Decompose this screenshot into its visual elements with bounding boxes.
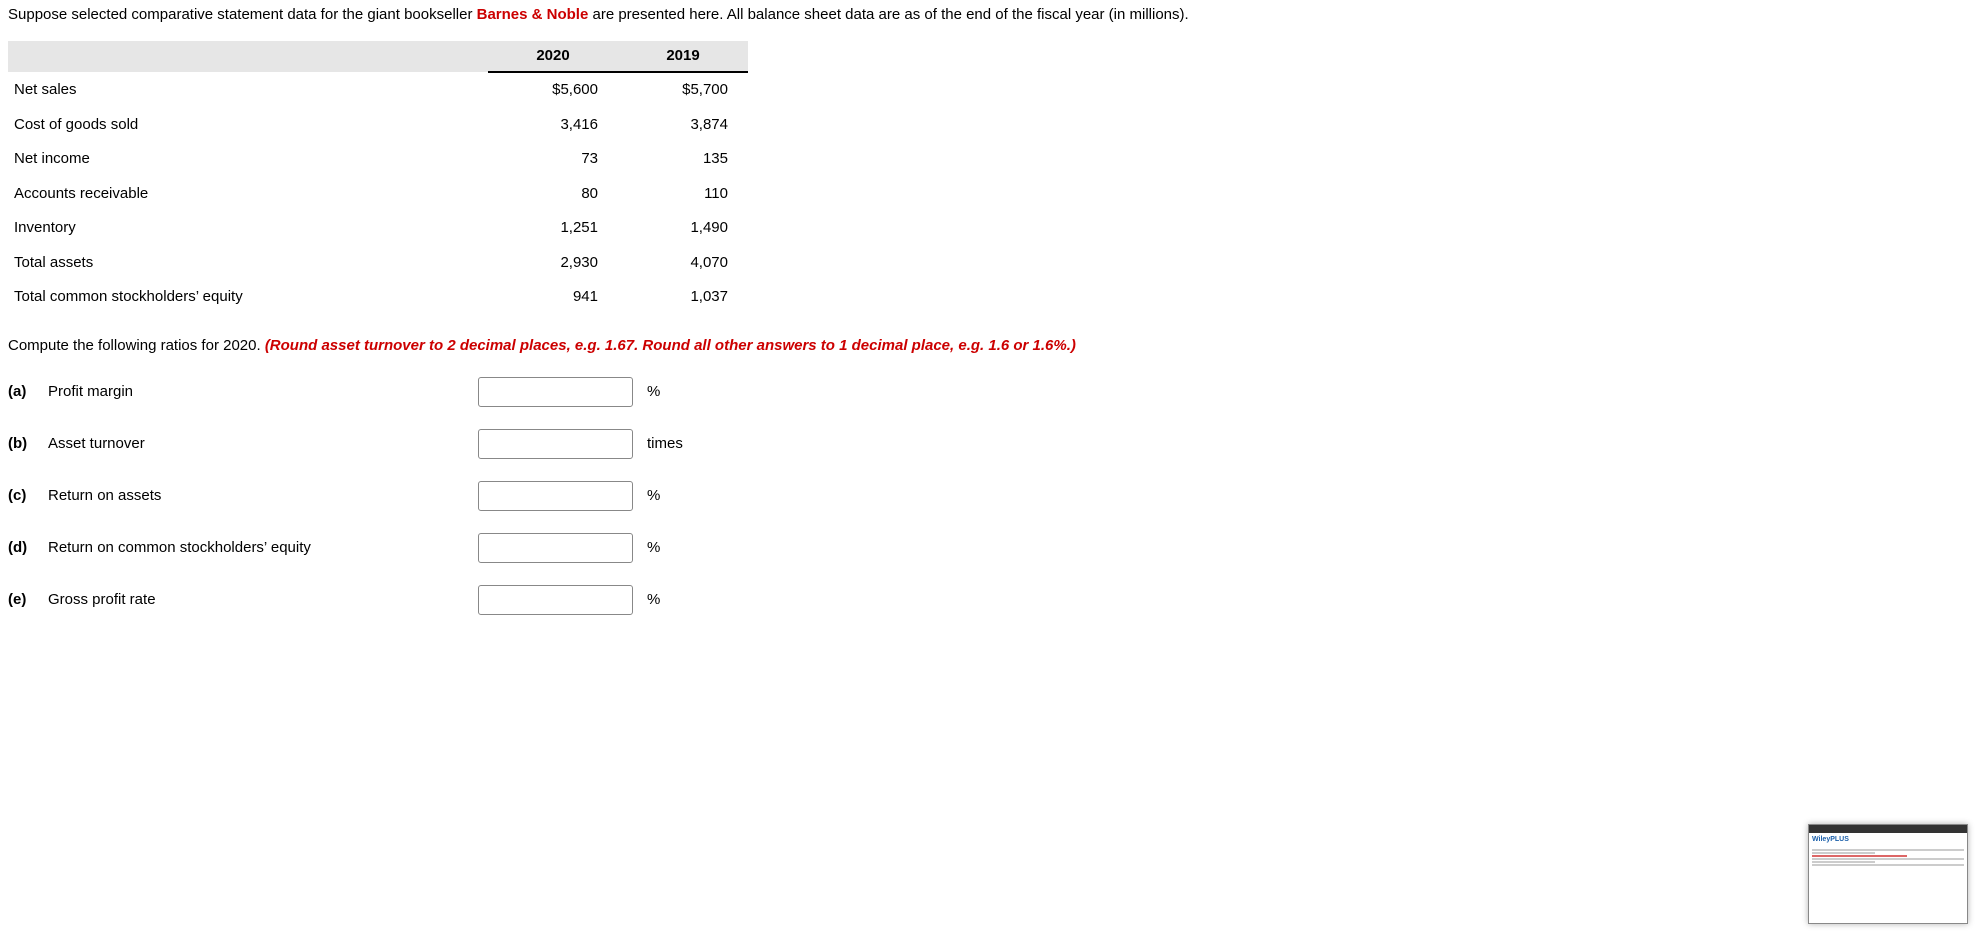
table-row: Net income 73 135 (8, 142, 748, 177)
ratio-label: Return on common stockholders’ equity (48, 537, 478, 560)
table-row: Accounts receivable 80 110 (8, 177, 748, 212)
table-row: Total common stockholders’ equity 941 1,… (8, 280, 748, 315)
ratio-letter-a: (a) (8, 381, 48, 404)
row-val-y2: $5,700 (618, 72, 748, 108)
profit-margin-input[interactable] (478, 377, 633, 407)
asset-turnover-input[interactable] (478, 429, 633, 459)
row-label: Accounts receivable (8, 177, 488, 212)
return-on-equity-input[interactable] (478, 533, 633, 563)
return-on-assets-input[interactable] (478, 481, 633, 511)
row-label: Cost of goods sold (8, 108, 488, 143)
table-header-year1: 2020 (488, 41, 618, 73)
preview-thumbnail[interactable]: WileyPLUS (1808, 824, 1968, 924)
thumbnail-title: WileyPLUS (1809, 833, 1967, 848)
intro-pretext: Suppose selected comparative statement d… (8, 6, 477, 23)
ratio-letter-d: (d) (8, 537, 48, 560)
ratio-unit: % (647, 589, 660, 612)
brand-name: Barnes & Noble (477, 6, 589, 23)
ratio-letter-c: (c) (8, 485, 48, 508)
ratios-form: (a) Profit margin % (b) Asset turnover t… (8, 377, 1970, 615)
row-label: Total common stockholders’ equity (8, 280, 488, 315)
row-label: Net sales (8, 72, 488, 108)
financial-data-table: 2020 2019 Net sales $5,600 $5,700 Cost o… (8, 41, 748, 315)
ratio-unit: % (647, 485, 660, 508)
ratio-unit: % (647, 381, 660, 404)
row-label: Inventory (8, 211, 488, 246)
row-val-y1: 1,251 (488, 211, 618, 246)
ratio-row: (d) Return on common stockholders’ equit… (8, 533, 1970, 563)
row-val-y2: 3,874 (618, 108, 748, 143)
ratio-row: (c) Return on assets % (8, 481, 1970, 511)
row-val-y2: 110 (618, 177, 748, 212)
table-row: Inventory 1,251 1,490 (8, 211, 748, 246)
row-val-y1: $5,600 (488, 72, 618, 108)
table-row: Net sales $5,600 $5,700 (8, 72, 748, 108)
thumbnail-line (1812, 858, 1964, 860)
row-val-y2: 1,490 (618, 211, 748, 246)
intro-posttext: are presented here. All balance sheet da… (588, 6, 1188, 23)
ratio-letter-e: (e) (8, 589, 48, 612)
ratio-unit: % (647, 537, 660, 560)
row-val-y2: 4,070 (618, 246, 748, 281)
table-header-blank (8, 41, 488, 73)
table-row: Cost of goods sold 3,416 3,874 (8, 108, 748, 143)
thumbnail-line (1812, 864, 1964, 866)
intro-paragraph: Suppose selected comparative statement d… (8, 4, 1970, 27)
row-val-y2: 1,037 (618, 280, 748, 315)
ratio-unit: times (647, 433, 683, 456)
row-val-y1: 80 (488, 177, 618, 212)
instruction-paragraph: Compute the following ratios for 2020. (… (8, 335, 1970, 358)
ratio-row: (a) Profit margin % (8, 377, 1970, 407)
gross-profit-rate-input[interactable] (478, 585, 633, 615)
instruction-redtext: (Round asset turnover to 2 decimal place… (265, 337, 1076, 354)
thumbnail-line (1812, 849, 1964, 851)
table-body: Net sales $5,600 $5,700 Cost of goods so… (8, 72, 748, 315)
thumbnail-line (1812, 855, 1907, 857)
table-row: Total assets 2,930 4,070 (8, 246, 748, 281)
ratio-letter-b: (b) (8, 433, 48, 456)
ratio-label: Return on assets (48, 485, 478, 508)
thumbnail-line (1812, 852, 1875, 854)
row-val-y1: 941 (488, 280, 618, 315)
ratio-label: Gross profit rate (48, 589, 478, 612)
row-label: Net income (8, 142, 488, 177)
instruction-pretext: Compute the following ratios for 2020. (8, 337, 265, 354)
thumbnail-titlebar (1809, 825, 1967, 833)
table-header-year2: 2019 (618, 41, 748, 73)
table-header-row: 2020 2019 (8, 41, 748, 73)
ratio-label: Asset turnover (48, 433, 478, 456)
row-val-y1: 3,416 (488, 108, 618, 143)
ratio-row: (e) Gross profit rate % (8, 585, 1970, 615)
row-val-y2: 135 (618, 142, 748, 177)
ratio-row: (b) Asset turnover times (8, 429, 1970, 459)
row-val-y1: 73 (488, 142, 618, 177)
row-label: Total assets (8, 246, 488, 281)
row-val-y1: 2,930 (488, 246, 618, 281)
ratio-label: Profit margin (48, 381, 478, 404)
thumbnail-line (1812, 861, 1875, 863)
